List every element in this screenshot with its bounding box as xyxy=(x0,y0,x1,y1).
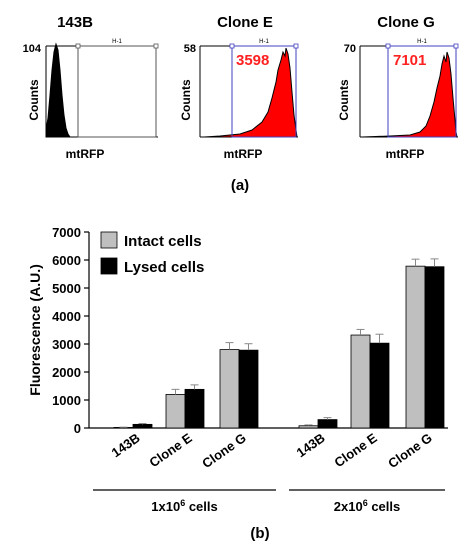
gate-label: H-1 xyxy=(112,39,122,45)
gate-handle-right xyxy=(453,43,459,49)
histogram-distribution xyxy=(45,42,71,138)
y-tick-label: 5000 xyxy=(52,281,81,296)
histogram-xlabel: mtRFP xyxy=(386,147,425,161)
bar-intact xyxy=(298,425,319,429)
bar-lysed xyxy=(184,388,205,429)
gate-mean-value: 7101 xyxy=(393,52,426,69)
bar-lysed xyxy=(132,423,153,429)
group-label: 2x106 cells xyxy=(334,498,400,514)
legend-label: Lysed cells xyxy=(124,259,204,276)
bar-lysed xyxy=(317,419,338,429)
y-tick-label: 3000 xyxy=(52,337,81,352)
y-tick-label: 2000 xyxy=(52,365,81,380)
bar-intact xyxy=(165,393,186,429)
histogram-gate xyxy=(231,45,297,138)
bar-lysed xyxy=(369,342,390,429)
gate-mean-value: 3598 xyxy=(236,52,269,69)
x-tick-label: 143B xyxy=(109,430,143,460)
legend-label: Intact cells xyxy=(124,233,202,250)
x-tick-label: Clone G xyxy=(385,430,434,471)
gate-label: H-1 xyxy=(259,39,269,45)
histogram-143b: 143B 104 Counts H-1 mtRFP xyxy=(23,14,159,161)
histogram-xlabel: mtRFP xyxy=(224,147,263,161)
gate-handle-right xyxy=(293,43,299,49)
y-axis-label: Fluorescence (A.U.) xyxy=(27,264,43,395)
x-tick-labels: 143B Clone E Clone G 143B Clone E Clone G xyxy=(109,430,435,471)
y-tick-label: 6000 xyxy=(52,253,81,268)
histogram-title: Clone G xyxy=(377,14,435,31)
legend-swatch xyxy=(100,231,118,249)
x-tick-label: 143B xyxy=(294,430,328,460)
bar-lysed xyxy=(424,266,445,429)
legend: Intact cells Lysed cells xyxy=(100,231,204,276)
histogram-xlabel: mtRFP xyxy=(66,147,105,161)
gate-handle-right xyxy=(153,43,159,49)
bar-lysed xyxy=(238,349,259,429)
panel-label-a: (a) xyxy=(231,177,249,194)
y-tick-label: 4000 xyxy=(52,309,81,324)
histogram-ylabel: Counts xyxy=(337,79,351,121)
y-axis: 0 1000 2000 3000 4000 5000 6000 7000 xyxy=(52,225,448,436)
bar-intact xyxy=(350,334,371,429)
histogram-panel: 143B 104 Counts H-1 mtRFP Clone E 58 Cou… xyxy=(23,14,459,194)
bar-intact xyxy=(405,265,426,429)
y-tick-label: 0 xyxy=(74,421,81,436)
gate-label: H-1 xyxy=(417,39,427,45)
histogram-distribution xyxy=(361,51,458,138)
histogram-ylabel: Counts xyxy=(179,79,193,121)
bar-intact xyxy=(219,349,240,429)
y-tick-label: 7000 xyxy=(52,225,81,240)
gate-handle-left xyxy=(75,43,81,49)
y-tick-label: 1000 xyxy=(52,393,81,408)
panel-label-b: (b) xyxy=(250,525,269,542)
histogram-gate xyxy=(387,45,457,138)
histogram-title: 143B xyxy=(57,14,93,31)
histogram-title: Clone E xyxy=(217,14,273,31)
histogram-distribution xyxy=(203,47,298,138)
gate-handle-left xyxy=(229,43,235,49)
histogram-ymax-label: 58 xyxy=(184,43,196,55)
histogram-clone-e: Clone E 58 Counts H-1 3598 mtRFP xyxy=(179,14,299,161)
x-tick-label: Clone G xyxy=(199,430,248,471)
histogram-gate xyxy=(77,45,157,138)
histogram-clone-g: Clone G 70 Counts H-1 7101 mtRFP xyxy=(337,14,459,161)
group-labels: 1x106 cells 2x106 cells xyxy=(93,489,445,514)
histogram-ymax-label: 104 xyxy=(23,43,42,55)
legend-swatch xyxy=(100,257,118,275)
histogram-ylabel: Counts xyxy=(27,79,41,121)
x-tick-label: Clone E xyxy=(331,430,380,470)
histogram-ymax-label: 70 xyxy=(344,43,356,55)
gate-handle-left xyxy=(385,43,391,49)
bars xyxy=(113,258,445,429)
group-label: 1x106 cells xyxy=(151,498,217,514)
x-tick-label: Clone E xyxy=(146,430,195,470)
